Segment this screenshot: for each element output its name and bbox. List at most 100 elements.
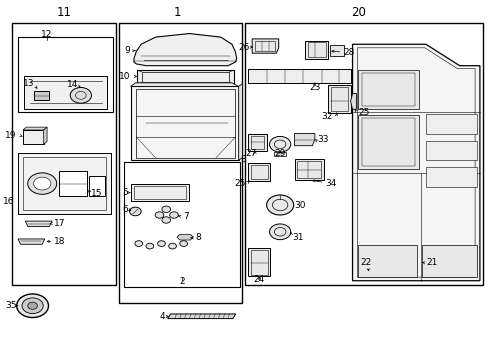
Text: 24: 24 [254, 275, 265, 284]
Circle shape [270, 136, 291, 152]
Circle shape [28, 173, 57, 194]
Polygon shape [248, 163, 270, 181]
Polygon shape [130, 83, 239, 86]
Bar [251, 249, 268, 275]
Bar [426, 167, 477, 187]
Bar [89, 176, 105, 196]
Circle shape [70, 87, 92, 103]
Polygon shape [23, 127, 47, 130]
Bar [358, 245, 417, 277]
Text: 18: 18 [54, 237, 66, 246]
Circle shape [33, 177, 51, 190]
Text: 5: 5 [122, 188, 128, 197]
Circle shape [28, 302, 37, 309]
Circle shape [17, 294, 49, 318]
Polygon shape [168, 314, 236, 319]
Polygon shape [351, 94, 356, 109]
Bar [308, 42, 326, 57]
Polygon shape [252, 39, 279, 53]
Text: 28: 28 [344, 48, 355, 57]
Text: 7: 7 [184, 212, 189, 221]
Bar [34, 91, 49, 100]
Bar [12, 23, 116, 285]
Bar [255, 41, 275, 51]
Circle shape [169, 243, 176, 249]
Text: 32: 32 [321, 112, 333, 121]
Text: 33: 33 [317, 135, 328, 144]
Text: 9: 9 [125, 46, 130, 55]
Text: 10: 10 [119, 72, 130, 81]
Bar [358, 115, 418, 169]
Text: 21: 21 [426, 258, 437, 267]
Text: 14: 14 [67, 80, 78, 89]
Bar [251, 165, 268, 179]
Circle shape [146, 243, 154, 249]
Polygon shape [137, 70, 234, 84]
Polygon shape [23, 130, 44, 144]
Polygon shape [18, 239, 45, 244]
Text: 20: 20 [351, 6, 366, 19]
Text: 30: 30 [294, 201, 306, 210]
Polygon shape [248, 248, 270, 276]
Polygon shape [239, 84, 243, 160]
Circle shape [162, 217, 171, 223]
Circle shape [135, 241, 143, 247]
Circle shape [180, 241, 188, 247]
Bar [358, 70, 418, 109]
Polygon shape [130, 86, 239, 160]
Text: 26: 26 [238, 42, 249, 51]
Circle shape [155, 212, 164, 218]
Polygon shape [44, 127, 47, 144]
Polygon shape [330, 45, 344, 56]
Polygon shape [130, 184, 190, 202]
Bar [297, 161, 321, 178]
Text: 4: 4 [160, 312, 165, 321]
Bar [422, 245, 477, 277]
Polygon shape [248, 68, 351, 83]
Text: 12: 12 [41, 30, 53, 39]
Bar [59, 171, 87, 196]
Text: 13: 13 [23, 79, 34, 88]
Text: 34: 34 [325, 179, 337, 188]
Circle shape [22, 298, 43, 314]
Text: 23: 23 [309, 83, 320, 92]
Text: 2: 2 [179, 277, 185, 286]
Text: 35: 35 [5, 301, 17, 310]
Polygon shape [352, 44, 480, 281]
Polygon shape [248, 134, 267, 151]
Polygon shape [24, 76, 107, 109]
Polygon shape [177, 234, 193, 240]
Bar [362, 118, 415, 166]
Bar [331, 87, 348, 111]
Bar [245, 23, 483, 285]
Circle shape [170, 212, 178, 218]
Circle shape [267, 195, 294, 215]
Polygon shape [25, 221, 52, 226]
Text: 16: 16 [3, 197, 15, 206]
Text: 11: 11 [56, 6, 72, 19]
Polygon shape [305, 41, 328, 59]
Text: 25: 25 [235, 179, 246, 188]
Text: 31: 31 [293, 233, 304, 242]
Bar [426, 141, 477, 160]
Text: 25: 25 [358, 108, 369, 117]
Bar [362, 73, 415, 107]
Polygon shape [294, 159, 323, 180]
Bar [120, 23, 242, 303]
Text: 6: 6 [122, 205, 128, 214]
Text: 22: 22 [360, 258, 371, 267]
Bar [18, 37, 113, 112]
Text: 3: 3 [241, 155, 246, 164]
Circle shape [158, 241, 165, 247]
Text: 1: 1 [173, 6, 181, 19]
Polygon shape [328, 85, 351, 113]
Circle shape [270, 224, 291, 240]
Text: 8: 8 [195, 233, 201, 242]
Text: 19: 19 [5, 131, 17, 140]
Text: 29: 29 [274, 149, 286, 158]
Text: 15: 15 [91, 189, 102, 198]
Bar [124, 162, 240, 287]
Circle shape [129, 207, 141, 216]
Bar [426, 114, 477, 134]
Polygon shape [18, 153, 111, 214]
